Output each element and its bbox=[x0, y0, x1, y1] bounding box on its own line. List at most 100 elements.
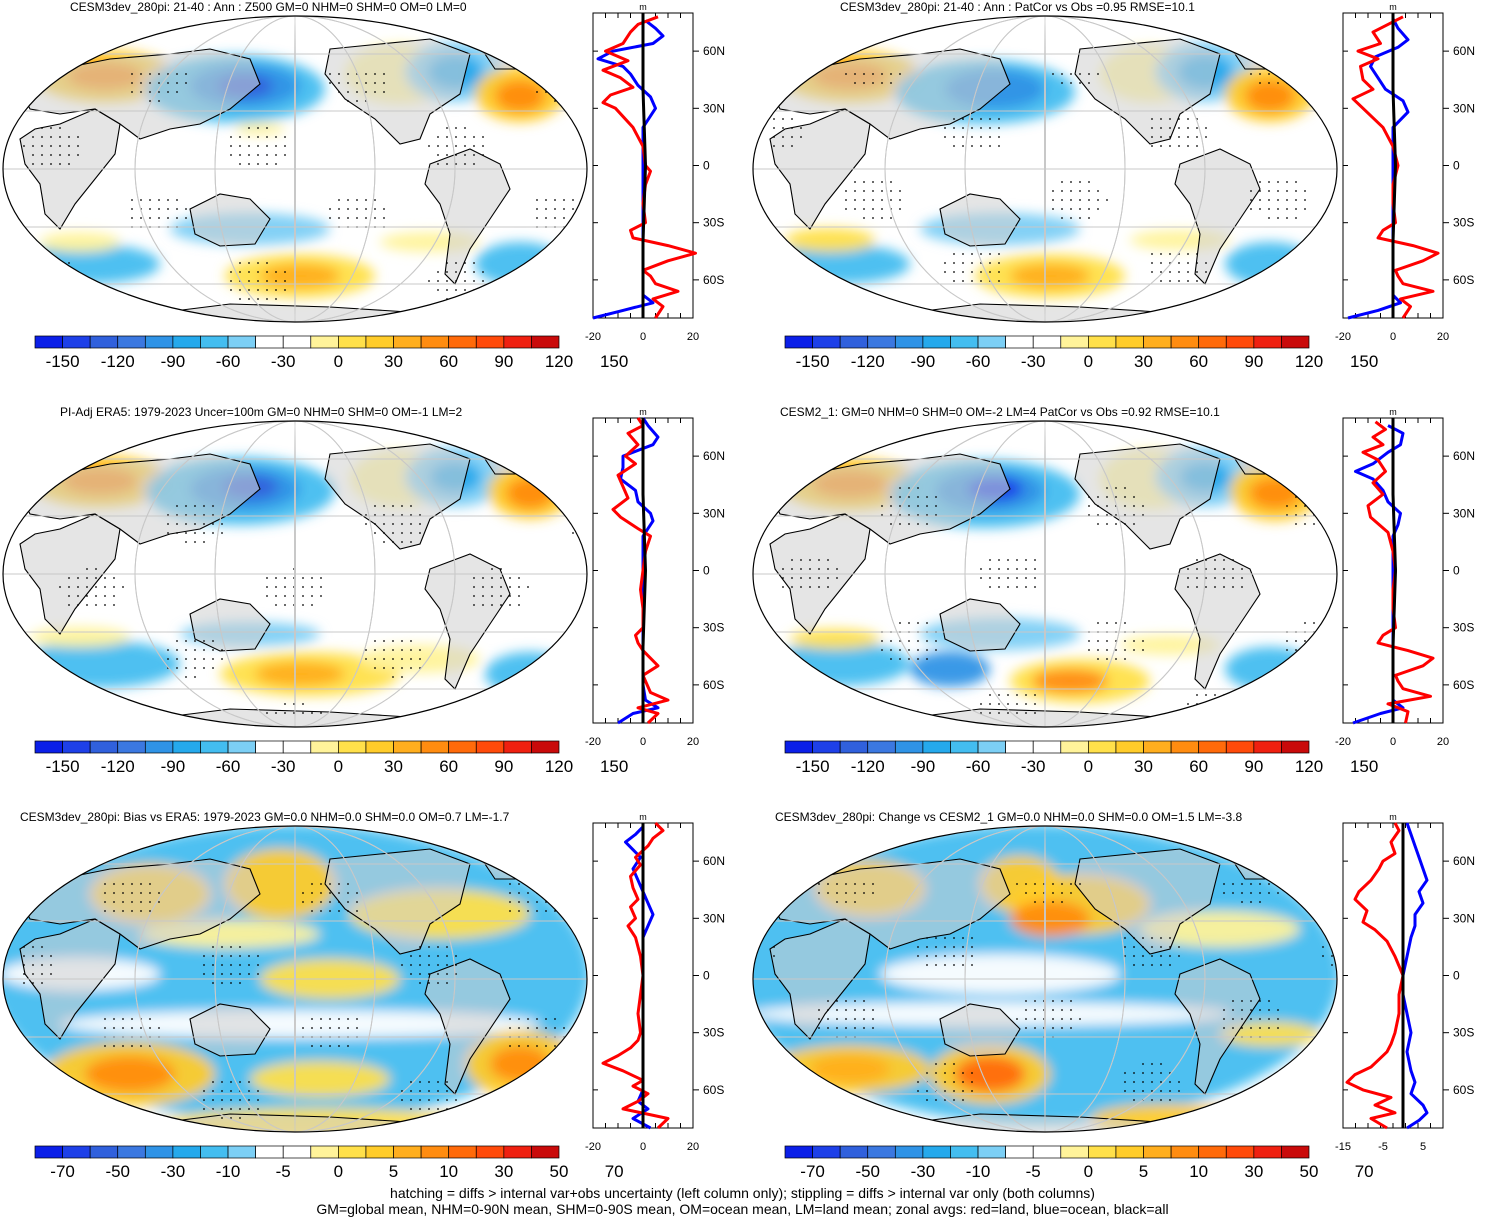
colorbar-swatch bbox=[1225, 335, 1255, 349]
colorbar-swatch bbox=[117, 335, 146, 349]
anomaly-region bbox=[1245, 80, 1295, 112]
colorbar-tick-label: 120 bbox=[1294, 757, 1324, 776]
unit-label: m bbox=[639, 812, 647, 822]
anomaly-region bbox=[1220, 1022, 1320, 1046]
x-tick-label: 0 bbox=[640, 1141, 646, 1153]
colorbar-swatch bbox=[922, 740, 951, 754]
anomaly-region bbox=[785, 228, 875, 252]
colorbar-swatch bbox=[784, 1145, 813, 1159]
anomaly-region bbox=[506, 477, 554, 509]
panel-p5: CESM3dev_280pi: Bias vs ERA5: 1979-2023 … bbox=[0, 810, 742, 1210]
continent-outline bbox=[1174, 958, 1261, 1095]
zonal-series-all bbox=[641, 13, 647, 318]
colorbar-swatch bbox=[1198, 740, 1227, 754]
colorbar-tick-label: -30 bbox=[1020, 757, 1046, 776]
colorbar-swatch bbox=[784, 740, 813, 754]
colorbar-swatch bbox=[1143, 335, 1172, 349]
colorbar-swatch bbox=[144, 1145, 174, 1159]
colorbar-swatch bbox=[1115, 335, 1144, 349]
colorbar-tick-label: 30 bbox=[1244, 1162, 1264, 1181]
x-tick-label: -20 bbox=[1335, 331, 1351, 343]
colorbar-swatch bbox=[1060, 740, 1089, 754]
lat-label: 30N bbox=[1453, 911, 1475, 925]
zonal-series-all bbox=[641, 418, 647, 723]
colorbar-swatch bbox=[62, 335, 91, 349]
colorbar-swatch bbox=[34, 335, 63, 349]
anomaly-region bbox=[255, 662, 345, 686]
colorbar-swatch bbox=[531, 740, 560, 754]
lat-label: 0 bbox=[1453, 969, 1460, 983]
colorbar bbox=[784, 335, 1310, 349]
global-map bbox=[752, 15, 1338, 323]
zonal-average-plot: 60N 30N 0 30S 60S m -20 0 20 bbox=[1335, 2, 1475, 343]
colorbar-swatch bbox=[1225, 1145, 1255, 1159]
colorbar-tick-label: 60 bbox=[439, 352, 459, 371]
continent-outline bbox=[324, 38, 471, 145]
colorbar-swatch bbox=[393, 740, 422, 754]
map-title: CESM3dev_280pi: 21-40 : Ann : PatCor vs … bbox=[840, 0, 1195, 14]
colorbar-swatch bbox=[89, 740, 119, 754]
colorbar-tick-label: 5 bbox=[1138, 1162, 1149, 1181]
colorbar-swatch bbox=[227, 1145, 256, 1159]
anomaly-region bbox=[475, 242, 565, 286]
colorbar-swatch bbox=[1032, 1145, 1062, 1159]
lat-label: 0 bbox=[1453, 564, 1460, 578]
colorbar-swatch bbox=[812, 335, 841, 349]
colorbar-swatch bbox=[1170, 740, 1200, 754]
colorbar-swatch bbox=[144, 335, 174, 349]
colorbar-swatch bbox=[867, 335, 896, 349]
panel-p6: CESM3dev_280pi: Change vs CESM2_1 GM=0.0… bbox=[750, 810, 1485, 1210]
colorbar-swatch bbox=[420, 740, 450, 754]
zonal-series-land bbox=[1361, 420, 1435, 724]
anomaly-region bbox=[260, 264, 340, 288]
colorbar-tick-label: 60 bbox=[1189, 352, 1209, 371]
colorbar-tick-label: 50 bbox=[549, 1162, 569, 1181]
x-tick-label: -20 bbox=[585, 1141, 601, 1153]
colorbar-tick-label: 90 bbox=[1244, 757, 1264, 776]
panel-p2: CESM3dev_280pi: 21-40 : Ann : PatCor vs … bbox=[750, 0, 1485, 400]
lat-label: 30N bbox=[703, 506, 725, 520]
colorbar-swatch bbox=[282, 1145, 312, 1159]
colorbar-tick-label: 50 bbox=[1299, 1162, 1319, 1181]
colorbar-swatch bbox=[310, 335, 339, 349]
colorbar-swatch bbox=[172, 335, 201, 349]
colorbar-tick-label: -30 bbox=[270, 757, 296, 776]
colorbar-swatch bbox=[1032, 335, 1062, 349]
zonal-series-land bbox=[601, 15, 697, 319]
continent-outline bbox=[1074, 38, 1221, 145]
colorbar-swatch bbox=[338, 335, 367, 349]
colorbar-swatch bbox=[922, 1145, 951, 1159]
continent-outline bbox=[939, 193, 1021, 247]
continent-outline bbox=[189, 598, 271, 652]
zonal-series-land bbox=[1351, 15, 1440, 319]
colorbar-tick-label: -5 bbox=[1025, 1162, 1041, 1181]
colorbar-swatch bbox=[531, 335, 560, 349]
colorbar-tick-label: -60 bbox=[965, 352, 991, 371]
colorbar-swatch bbox=[1143, 1145, 1172, 1159]
colorbar-tick-label: -30 bbox=[270, 352, 296, 371]
unit-label: m bbox=[1389, 812, 1397, 822]
lat-label: 30S bbox=[703, 621, 724, 635]
continent-outline bbox=[939, 598, 1021, 652]
lat-label: 60S bbox=[1453, 273, 1474, 287]
zonal-series-ocean bbox=[592, 19, 665, 320]
colorbar-swatch bbox=[475, 335, 505, 349]
colorbar-tick-label: 70 bbox=[1354, 1162, 1374, 1181]
colorbar-tick-label: -60 bbox=[215, 757, 241, 776]
colorbar-tick-label: -50 bbox=[105, 1162, 131, 1181]
colorbar-tick-label: -70 bbox=[800, 1162, 825, 1181]
colorbar-swatch bbox=[365, 1145, 394, 1159]
lat-label: 30S bbox=[703, 1026, 724, 1040]
colorbar-swatch bbox=[172, 740, 201, 754]
colorbar-tick-label: 90 bbox=[1244, 352, 1264, 371]
anomaly-region bbox=[790, 629, 880, 649]
colorbar-swatch bbox=[894, 740, 924, 754]
colorbar-tick-label: -60 bbox=[965, 757, 991, 776]
colorbar-swatch bbox=[503, 740, 532, 754]
lat-label: 60S bbox=[703, 273, 724, 287]
colorbar-tick-label: -30 bbox=[1020, 352, 1046, 371]
colorbar-swatch bbox=[1060, 1145, 1089, 1159]
x-tick-label: -15 bbox=[1335, 1141, 1351, 1153]
continent-outline bbox=[189, 193, 271, 247]
lat-label: 60N bbox=[703, 449, 725, 463]
